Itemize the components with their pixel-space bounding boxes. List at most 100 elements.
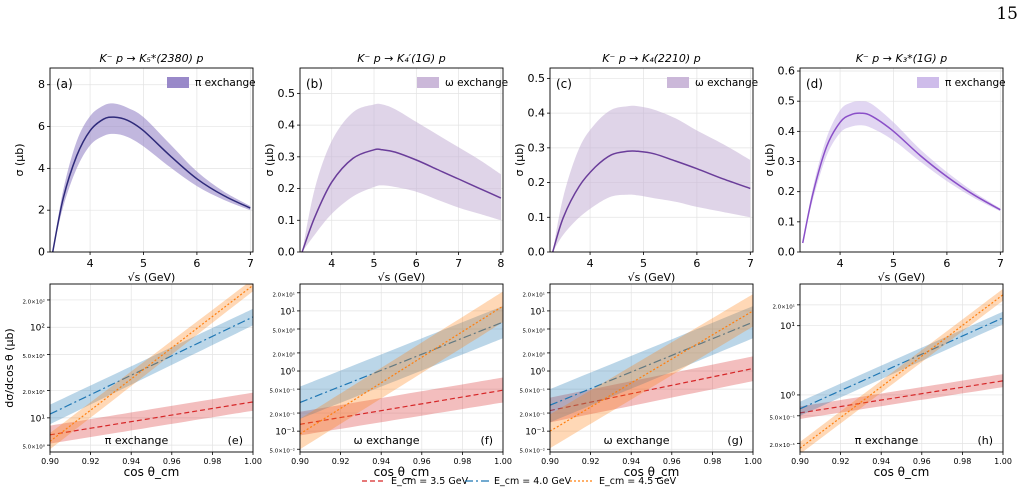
y-tick-label: 5.0×10⁻² xyxy=(520,448,545,455)
x-tick-label: 0.94 xyxy=(622,457,640,466)
y-tick-label: 10⁻¹ xyxy=(525,428,545,438)
error-band-0 xyxy=(300,377,503,436)
x-tick-label: 0.96 xyxy=(913,457,931,466)
x-tick-label: 6 xyxy=(193,257,200,270)
y-tick-label: 2.0×10¹ xyxy=(272,291,295,298)
x-tick-label: 5 xyxy=(890,257,897,270)
y-tick-label: 4 xyxy=(38,162,45,175)
series-line-1 xyxy=(550,321,753,406)
legend-swatch xyxy=(667,77,689,88)
y-tick-label: 0.0 xyxy=(528,246,546,259)
chart-panel-h: 0.90 0.92 0.94 0.96 0.98 1.00 2.0×10⁻¹ 5.0×10⁻¹… xyxy=(770,283,1012,479)
y-tick-label: 0.3 xyxy=(278,150,296,163)
x-tick-label: 0.92 xyxy=(582,457,600,466)
y-tick-label: 10⁰ xyxy=(780,391,795,401)
x-tick-label: 0.90 xyxy=(41,457,59,466)
y-tick-label: 0.4 xyxy=(278,119,296,132)
y-tick-label: 2.0×10¹ xyxy=(22,389,45,396)
series-line-2 xyxy=(800,294,1003,449)
exchange-label: π exchange xyxy=(105,434,169,447)
axes-frame xyxy=(49,283,254,453)
chart-panel-g: 0.90 0.92 0.94 0.96 0.98 1.00 5.0×10⁻² 10⁻¹ 2.0×… xyxy=(520,283,762,479)
x-tick-label: 0.96 xyxy=(163,457,181,466)
y-tick-label: 10¹ xyxy=(30,414,45,424)
series-line-0 xyxy=(550,367,753,412)
x-tick-label: 0.96 xyxy=(663,457,681,466)
x-axis-label: √s (GeV) xyxy=(878,271,926,284)
y-tick-label: 0.0 xyxy=(778,246,796,259)
y-tick-label: 2 xyxy=(38,204,45,217)
y-tick-label: 0.4 xyxy=(778,125,796,138)
x-tick-label: 0.98 xyxy=(453,457,471,466)
axes-frame xyxy=(799,67,1004,253)
legend-label-2: E_cm = 4.5 GeV xyxy=(599,476,677,487)
panel-label: (g) xyxy=(727,434,743,447)
x-axis-label: cos θ_cm xyxy=(624,465,680,479)
y-tick-label: 0.1 xyxy=(528,211,546,224)
y-tick-label: 2.0×10⁻¹ xyxy=(770,442,795,449)
y-tick-label: 5.0×10⁰ xyxy=(22,444,45,451)
series-line-1 xyxy=(50,316,253,415)
x-tick-label: 0.92 xyxy=(332,457,350,466)
y-tick-label: 5.0×10⁻¹ xyxy=(770,414,795,421)
chart-panel-c: 4 5 6 7 0.0 0.1 0.2 0.3 0.4 0.5 K⁻ p → K₄(2210) p √… xyxy=(513,52,758,284)
error-band-0 xyxy=(52,103,251,252)
x-tick-label: 1.00 xyxy=(994,457,1012,466)
panel-label: (a) xyxy=(56,77,73,91)
y-tick-label: 5.0×10⁻² xyxy=(270,448,295,455)
error-band-0 xyxy=(50,392,253,444)
y-tick-label: 6 xyxy=(38,120,45,133)
y-tick-label: 2.0×10⁻¹ xyxy=(520,412,545,419)
error-band-0 xyxy=(302,103,501,252)
plot-area xyxy=(801,101,1001,244)
y-tick-label: 2.0×10² xyxy=(22,298,45,305)
y-tick-label: 0.2 xyxy=(528,176,546,189)
series-line-2 xyxy=(50,284,253,442)
chart-title: K⁻ p → K₄′(1G) p xyxy=(357,52,445,65)
axes-frame xyxy=(549,283,754,453)
y-tick-label: 0.5 xyxy=(528,72,546,85)
panel-label: (d) xyxy=(806,77,823,91)
plot-area xyxy=(301,103,502,252)
x-axis-label: cos θ_cm xyxy=(874,465,930,479)
panel-label: (h) xyxy=(977,434,993,447)
plot-area xyxy=(800,288,1003,452)
x-tick-label: 6 xyxy=(413,257,420,270)
chart-panel-d: 4 5 6 7 0.0 0.1 0.2 0.3 0.4 0.5 0.6 K⁻ p → K₃*(1G) … xyxy=(763,52,1006,284)
legend: π exchange xyxy=(917,77,1006,89)
y-tick-label: 10² xyxy=(30,324,45,334)
y-axis-label: σ (μb) xyxy=(263,143,276,176)
panel-label: (c) xyxy=(556,77,572,91)
x-tick-label: 7 xyxy=(455,257,462,270)
grid xyxy=(800,68,1003,253)
error-band-1 xyxy=(300,306,503,419)
y-tick-label: 10⁻¹ xyxy=(275,428,295,438)
x-tick-label: 0.92 xyxy=(82,457,100,466)
legend-label-0: E_cm = 3.5 GeV xyxy=(391,476,469,487)
error-band-1 xyxy=(550,306,753,423)
y-tick-label: 0 xyxy=(38,246,45,259)
legend-label: π exchange xyxy=(195,77,256,89)
y-tick-label: 0.1 xyxy=(278,214,296,227)
chart-panel-a: 4 5 6 7 0 2 4 6 8 K⁻ p → K₅*(2380) p √s (GeV) σ (μb… xyxy=(13,52,256,284)
x-tick-label: 0.94 xyxy=(122,457,140,466)
y-tick-label: 0.6 xyxy=(778,65,796,78)
x-tick-label: 1.00 xyxy=(494,457,512,466)
x-tick-label: 5 xyxy=(140,257,147,270)
y-tick-label: 0.5 xyxy=(778,95,796,108)
x-tick-label: 6 xyxy=(693,257,700,270)
x-tick-label: 0.98 xyxy=(203,457,221,466)
y-axis-label: σ (μb) xyxy=(763,143,776,176)
legend: ω exchange xyxy=(417,77,508,89)
x-tick-label: 0.90 xyxy=(541,457,559,466)
x-tick-label: 7 xyxy=(997,257,1004,270)
y-tick-label: 0.3 xyxy=(778,155,796,168)
y-tick-label: 10¹ xyxy=(280,307,295,317)
x-axis-label: √s (GeV) xyxy=(378,271,426,284)
x-tick-label: 0.92 xyxy=(832,457,850,466)
y-tick-label: 0.2 xyxy=(278,182,296,195)
error-band-1 xyxy=(50,308,253,425)
plot-area xyxy=(551,105,751,252)
plot-area xyxy=(550,294,753,449)
y-tick-label: 0.0 xyxy=(278,246,296,259)
